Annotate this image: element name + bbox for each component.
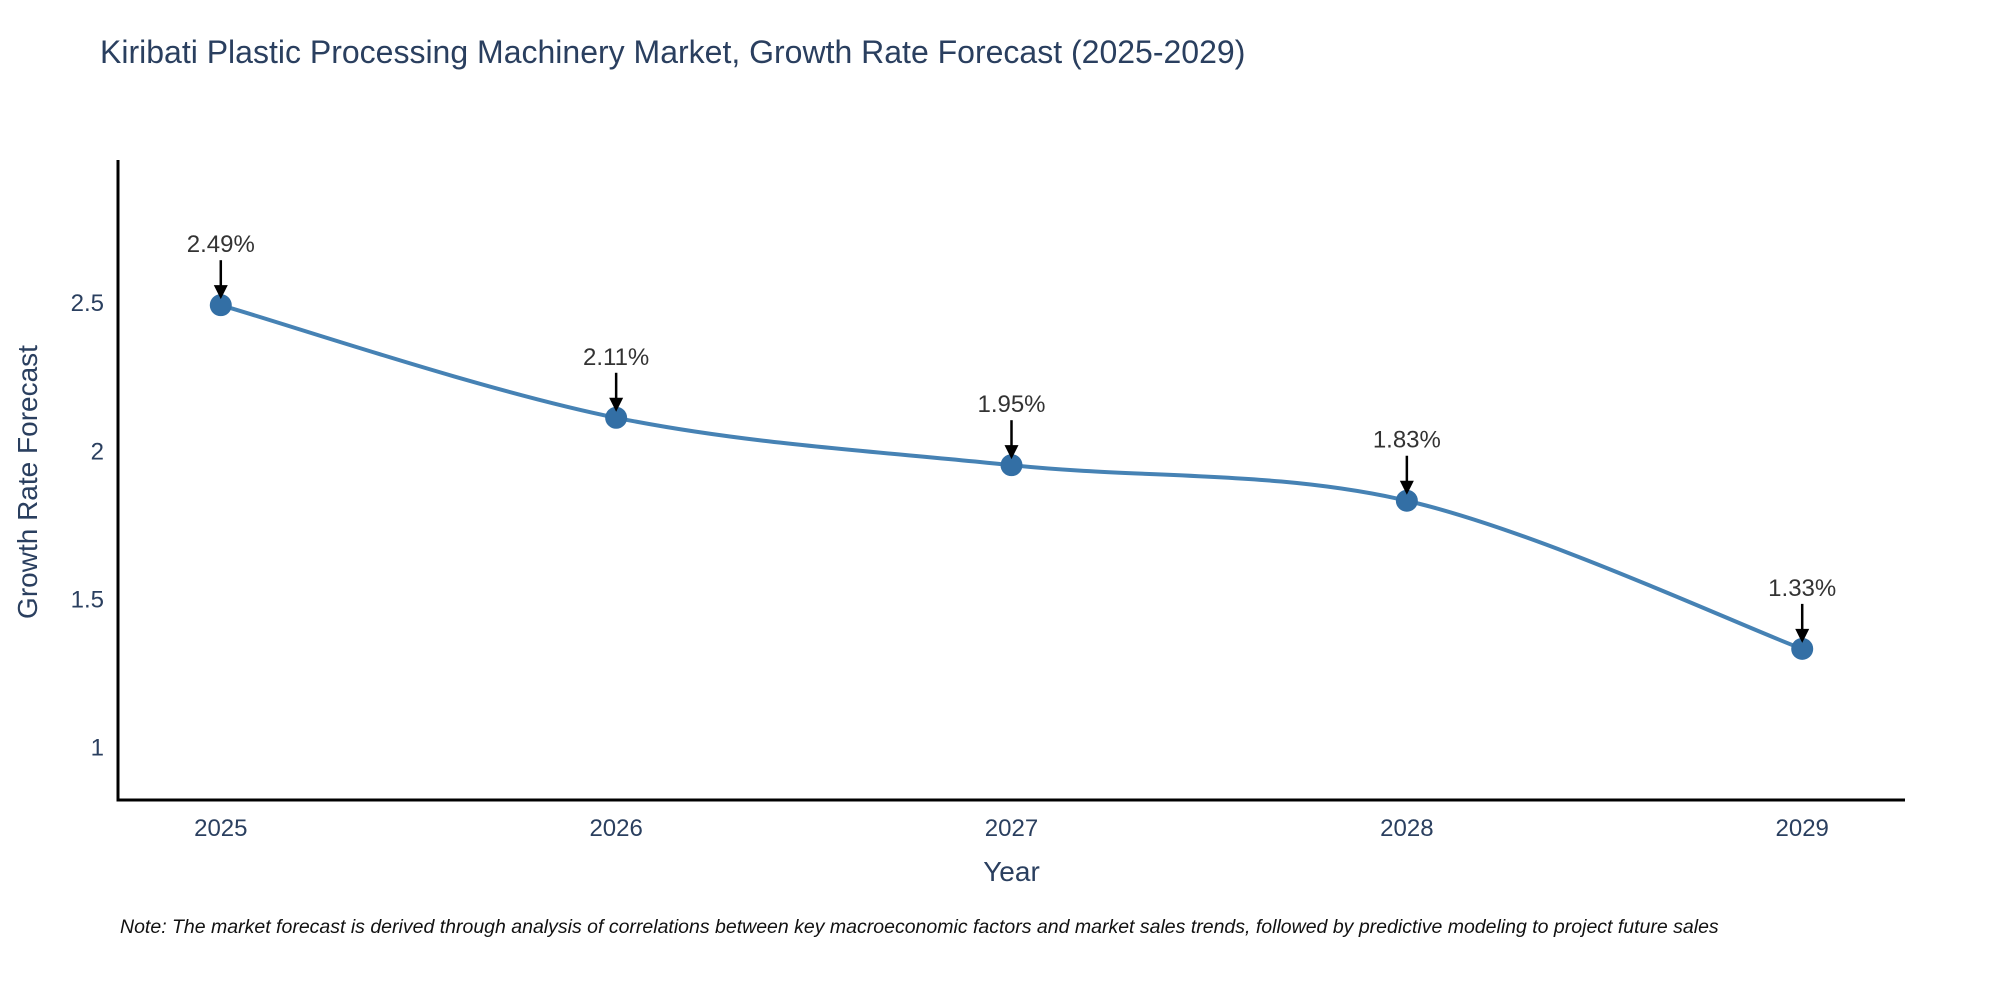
x-tick-label: 2025: [194, 815, 247, 842]
point-label: 2.49%: [187, 231, 255, 258]
data-point-2025[interactable]: [209, 294, 232, 317]
chart-title: Kiribati Plastic Processing Machinery Ma…: [100, 34, 1246, 70]
y-tick-label: 2: [91, 438, 104, 465]
point-label: 1.83%: [1373, 427, 1441, 454]
y-axis-title: Growth Rate Forecast: [12, 345, 43, 619]
annotation-arrowhead: [213, 285, 228, 300]
y-tick-label: 2.5: [71, 290, 104, 317]
point-label: 1.95%: [977, 391, 1045, 418]
series-line: [218, 303, 1805, 651]
data-point-2027[interactable]: [1000, 454, 1023, 477]
x-axis-title: Year: [983, 856, 1040, 887]
x-tick-label: 2029: [1776, 815, 1829, 842]
data-point-2026[interactable]: [605, 406, 628, 429]
y-tick-label: 1: [91, 735, 104, 762]
x-tick-label: 2026: [589, 815, 642, 842]
annotation-arrowhead: [1399, 480, 1414, 495]
y-tick-label: 1.5: [71, 587, 104, 614]
data-point-2028[interactable]: [1395, 489, 1418, 512]
point-label: 1.33%: [1768, 575, 1836, 602]
annotation-arrowhead: [1004, 445, 1019, 460]
data-point-2029[interactable]: [1791, 637, 1814, 660]
annotation-arrowhead: [1795, 628, 1810, 643]
x-tick-label: 2028: [1380, 815, 1433, 842]
point-label: 2.11%: [583, 344, 649, 371]
annotation-arrowhead: [609, 397, 624, 412]
footnote: Note: The market forecast is derived thr…: [120, 916, 1719, 938]
x-tick-label: 2027: [985, 815, 1038, 842]
